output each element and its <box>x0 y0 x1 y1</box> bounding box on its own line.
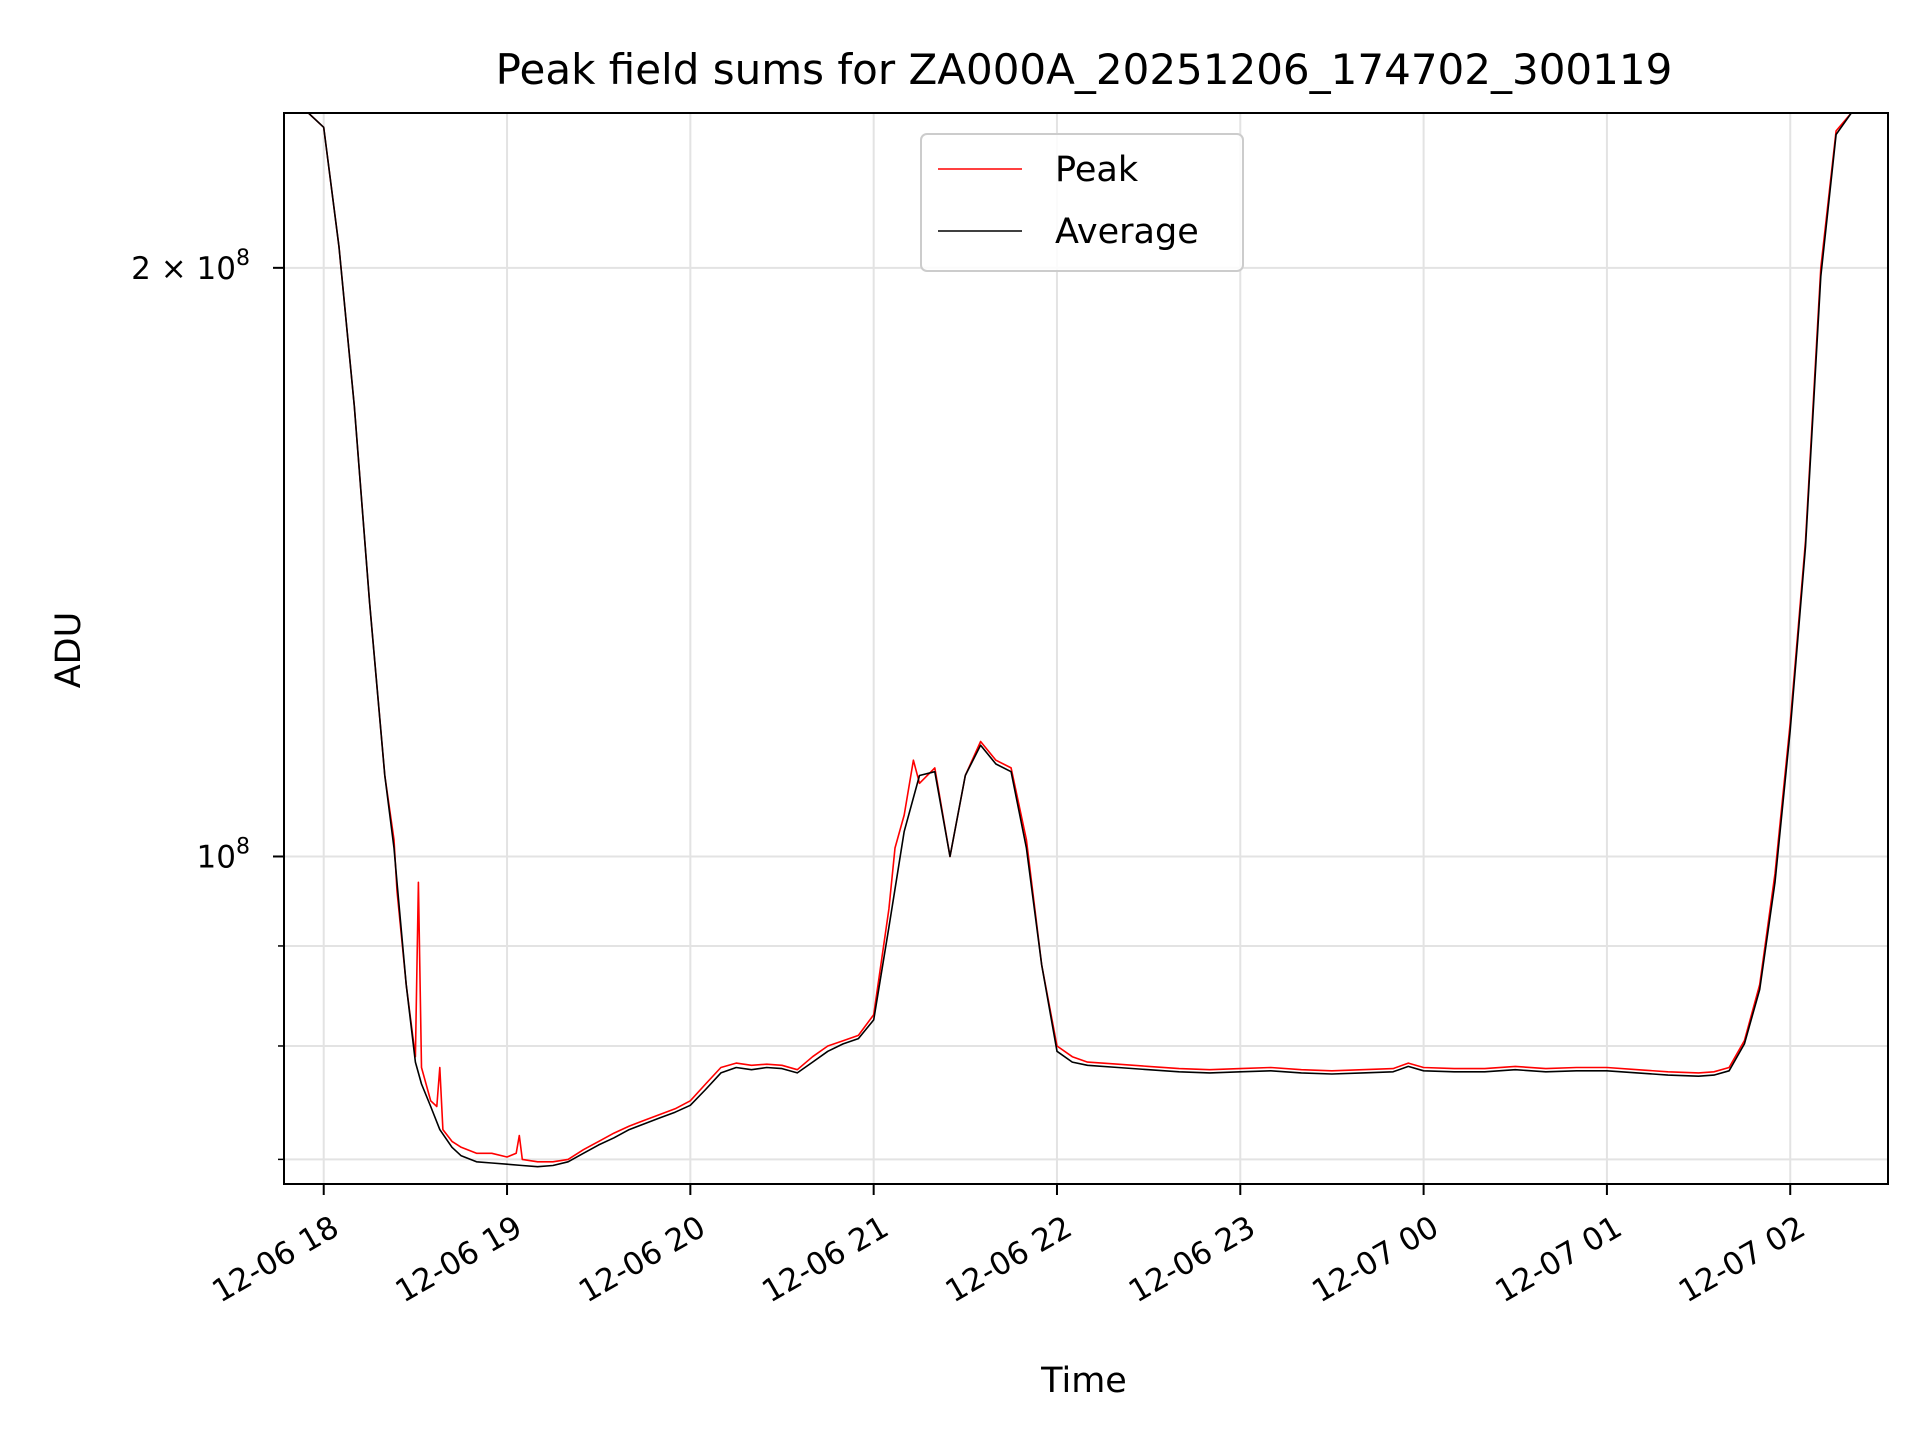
legend-label-average: Average <box>1055 212 1199 252</box>
y-tick-label: 2 × 108 <box>131 246 250 287</box>
series-lines <box>284 113 1888 1168</box>
y-axis-label: ADU <box>49 612 89 689</box>
chart-title: Peak field sums for ZA000A_20251206_1747… <box>496 45 1673 94</box>
legend-label-peak: Peak <box>1055 150 1139 190</box>
series-line-average <box>284 113 1888 1168</box>
legend: Peak Average <box>920 133 1244 272</box>
series-line-peak <box>284 113 1888 1163</box>
plot-frame <box>283 112 1889 1185</box>
x-axis-label: Time <box>1040 1361 1127 1401</box>
